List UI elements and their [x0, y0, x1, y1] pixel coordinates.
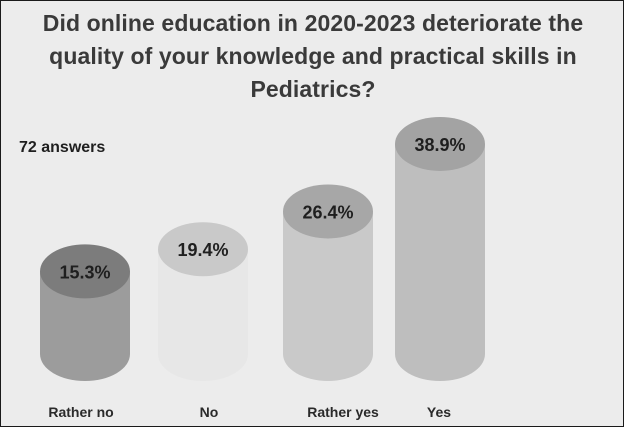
category-label-yes: Yes [427, 404, 451, 420]
bar-rather-yes [283, 211, 373, 381]
bar-top-rather-no [40, 244, 130, 299]
category-labels: Rather no No Rather yes Yes [48, 404, 451, 420]
data-label-no: 19.4% [177, 240, 228, 260]
category-label-rather-yes: Rather yes [307, 404, 379, 420]
chart-title: Did online education in 2020-2023 deteri… [42, 10, 584, 102]
cylinders: 15.3% 19.4% 26.4% 38.9% [40, 116, 485, 381]
bar-top-rather-yes [283, 184, 373, 239]
bar-top-yes [395, 116, 485, 171]
bar-yes [395, 143, 485, 381]
answers-count: 72 answers [19, 139, 106, 156]
bar-no [158, 249, 248, 381]
bar-top-no [158, 222, 248, 277]
category-label-rather-no: Rather no [48, 404, 113, 420]
category-label-no: No [200, 404, 219, 420]
data-label-rather-no: 15.3% [59, 262, 110, 282]
bar-rather-no [40, 271, 130, 381]
data-label-yes: 38.9% [414, 135, 465, 155]
data-label-rather-yes: 26.4% [302, 202, 353, 222]
